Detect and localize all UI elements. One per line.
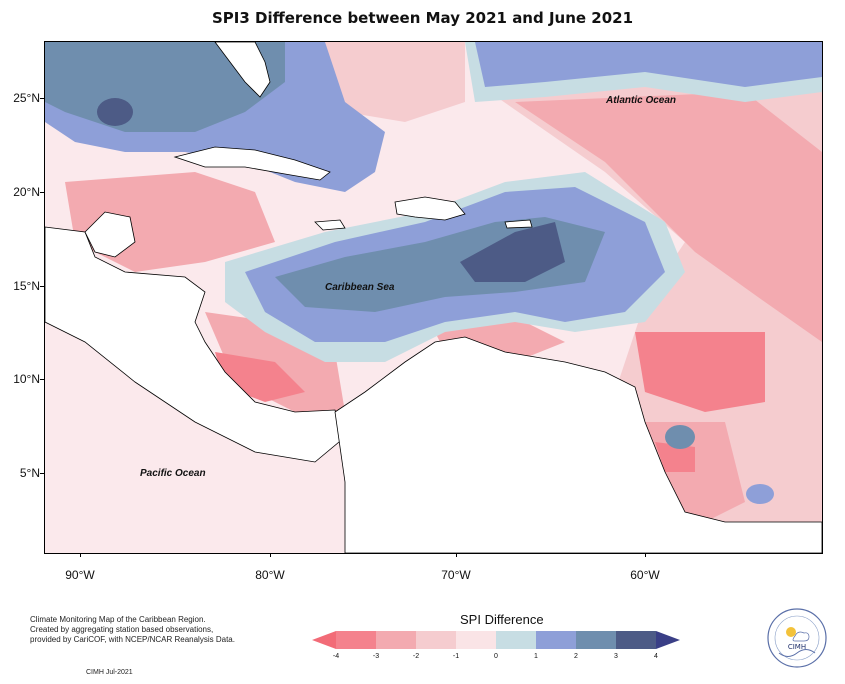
puerto-rico-island: [504, 219, 533, 229]
map-canvas: [44, 41, 823, 554]
lat-label-20n: 20°N: [13, 185, 40, 199]
positive-zone: [665, 425, 695, 449]
cuba-island: [173, 146, 331, 181]
legend-tick-label: -1: [452, 653, 460, 660]
legend-tick-label: 4: [654, 653, 658, 660]
legend-swatch: [576, 631, 616, 649]
lat-tick: [40, 286, 44, 287]
legend-segments: [336, 631, 656, 649]
credit-line: Created by aggregating station based obs…: [30, 625, 214, 634]
legend-swatch: [496, 631, 536, 649]
legend-tick-label: -2: [412, 653, 420, 660]
positive-zone: [460, 222, 565, 282]
wave-icon: [778, 649, 816, 657]
positive-zone: [746, 484, 774, 504]
lat-tick: [40, 379, 44, 380]
legend-colorbar: [312, 631, 680, 649]
lon-tick: [645, 553, 646, 557]
legend-title: SPI Difference: [460, 612, 544, 627]
logo-text: CIMH: [788, 643, 806, 651]
legend-tick-label: 3: [614, 653, 618, 660]
lon-label-80w: 80°W: [255, 568, 285, 582]
legend-swatch: [416, 631, 456, 649]
credit-line: Climate Monitoring Map of the Caribbean …: [30, 615, 206, 624]
legend-tick-label: 1: [534, 653, 538, 660]
legend-tick-label: -4: [332, 653, 340, 660]
hispaniola-island: [394, 196, 466, 221]
legend-swatch: [616, 631, 656, 649]
positive-zone: [475, 42, 822, 87]
legend-swatch: [456, 631, 496, 649]
legend-arrow-high: [656, 631, 680, 649]
spi-difference-map: [45, 42, 822, 553]
caribbean-sea-label: Caribbean Sea: [325, 282, 395, 293]
cloud-icon: [792, 631, 810, 642]
credit-stamp: CIMH Jul-2021: [86, 669, 133, 676]
lat-tick: [40, 192, 44, 193]
legend-tick-label: -3: [372, 653, 380, 660]
pacific-ocean-label: Pacific Ocean: [140, 468, 206, 479]
negative-zone: [655, 442, 695, 472]
lat-label-15n: 15°N: [13, 279, 40, 293]
legend-swatch: [376, 631, 416, 649]
lon-tick: [270, 553, 271, 557]
negative-zone: [515, 92, 822, 342]
land-masses: [45, 42, 822, 553]
lat-tick: [40, 98, 44, 99]
lon-tick: [80, 553, 81, 557]
lon-label-70w: 70°W: [441, 568, 471, 582]
credit-line: provided by CariCOF, with NCEP/NCAR Rean…: [30, 635, 235, 644]
positive-zone: [97, 98, 133, 126]
jamaica-island: [314, 219, 346, 231]
legend-swatch: [536, 631, 576, 649]
lon-label-60w: 60°W: [630, 568, 660, 582]
legend-tick-label: 2: [574, 653, 578, 660]
lat-label-10n: 10°N: [13, 372, 40, 386]
lon-tick: [456, 553, 457, 557]
map-title: SPI3 Difference between May 2021 and Jun…: [211, 9, 634, 27]
sun-icon: [786, 627, 796, 637]
legend-swatch: [336, 631, 376, 649]
legend-tick-label: 0: [494, 653, 498, 660]
yucatan-peninsula: [84, 211, 136, 258]
florida-peninsula: [214, 42, 271, 98]
lat-label-5n: 5°N: [19, 466, 40, 480]
negative-zone: [635, 332, 765, 412]
lat-label-25n: 25°N: [13, 91, 40, 105]
legend-arrow-low: [312, 631, 336, 649]
positive-zone: [325, 42, 465, 122]
south-america-landmass: [334, 336, 822, 553]
cimh-logo: CIMH: [767, 608, 827, 668]
atlantic-ocean-label: Atlantic Ocean: [606, 95, 677, 106]
central-america-landmass: [45, 226, 346, 463]
lat-tick: [40, 473, 44, 474]
credit-block: Climate Monitoring Map of the Caribbean …: [30, 615, 260, 645]
lon-label-90w: 90°W: [65, 568, 95, 582]
